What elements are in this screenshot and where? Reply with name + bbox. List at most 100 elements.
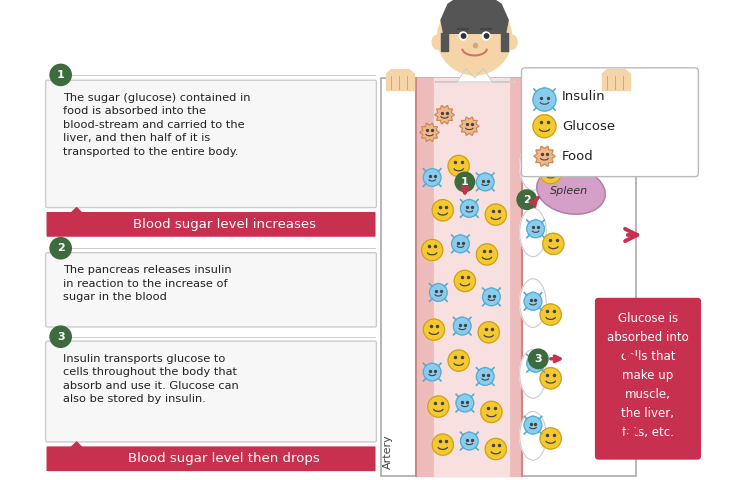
FancyBboxPatch shape xyxy=(522,68,699,177)
Polygon shape xyxy=(455,234,466,241)
FancyArrow shape xyxy=(68,442,86,467)
Ellipse shape xyxy=(520,411,546,460)
Polygon shape xyxy=(602,74,630,90)
Circle shape xyxy=(456,394,474,412)
Text: The pancreas releases insulin
in reaction to the increase of
sugar in the blood: The pancreas releases insulin in reactio… xyxy=(63,265,232,302)
Circle shape xyxy=(542,233,564,254)
Circle shape xyxy=(478,322,499,343)
Ellipse shape xyxy=(537,168,605,214)
Circle shape xyxy=(524,416,542,434)
FancyArrow shape xyxy=(68,207,86,232)
Polygon shape xyxy=(457,316,467,324)
Circle shape xyxy=(437,0,512,75)
Circle shape xyxy=(461,432,478,450)
Polygon shape xyxy=(427,168,437,175)
Ellipse shape xyxy=(432,35,443,49)
FancyBboxPatch shape xyxy=(47,212,376,237)
Polygon shape xyxy=(416,78,522,476)
Circle shape xyxy=(452,235,469,252)
Text: 2: 2 xyxy=(523,194,530,204)
Circle shape xyxy=(485,438,507,460)
Circle shape xyxy=(455,270,475,292)
Circle shape xyxy=(528,349,548,369)
Circle shape xyxy=(455,172,475,192)
Polygon shape xyxy=(538,87,551,96)
Circle shape xyxy=(50,326,71,348)
Text: Insulin transports glucose to
cells throughout the body that
absorb and use it. : Insulin transports glucose to cells thro… xyxy=(63,353,239,404)
Text: 1: 1 xyxy=(461,177,469,187)
Polygon shape xyxy=(527,292,539,299)
Ellipse shape xyxy=(520,349,546,398)
Text: Glucose is
absorbed into
cells that
make up
muscle,
the liver,
fats, etc.: Glucose is absorbed into cells that make… xyxy=(607,312,689,439)
Polygon shape xyxy=(441,0,508,33)
Circle shape xyxy=(423,363,441,381)
Polygon shape xyxy=(433,283,443,290)
Circle shape xyxy=(524,151,542,168)
Text: Artery: Artery xyxy=(383,434,393,468)
Circle shape xyxy=(483,288,500,306)
Circle shape xyxy=(459,32,467,40)
Polygon shape xyxy=(464,432,475,438)
Polygon shape xyxy=(527,415,539,422)
Text: 3: 3 xyxy=(534,354,542,364)
Text: 3: 3 xyxy=(57,332,65,342)
Polygon shape xyxy=(486,287,497,294)
Circle shape xyxy=(481,401,502,422)
FancyBboxPatch shape xyxy=(45,341,376,442)
Polygon shape xyxy=(501,33,508,51)
Polygon shape xyxy=(434,78,509,476)
Polygon shape xyxy=(427,362,437,370)
Circle shape xyxy=(524,292,542,310)
FancyBboxPatch shape xyxy=(595,298,701,460)
Circle shape xyxy=(476,173,494,191)
Ellipse shape xyxy=(507,35,517,49)
FancyBboxPatch shape xyxy=(47,446,376,471)
Polygon shape xyxy=(464,199,475,206)
Ellipse shape xyxy=(520,208,546,257)
Circle shape xyxy=(540,428,561,449)
Polygon shape xyxy=(527,150,539,157)
Circle shape xyxy=(50,64,71,85)
Text: Insulin: Insulin xyxy=(562,90,606,103)
Circle shape xyxy=(482,32,490,40)
Circle shape xyxy=(423,168,441,186)
Circle shape xyxy=(533,88,556,111)
Polygon shape xyxy=(602,70,630,74)
Polygon shape xyxy=(480,367,490,374)
Circle shape xyxy=(484,34,489,38)
Polygon shape xyxy=(434,69,514,82)
Circle shape xyxy=(485,204,507,225)
Circle shape xyxy=(476,368,494,385)
Polygon shape xyxy=(460,393,470,400)
Circle shape xyxy=(533,115,556,138)
Text: Spleen: Spleen xyxy=(550,186,589,196)
Circle shape xyxy=(461,34,466,38)
Circle shape xyxy=(448,350,469,371)
FancyBboxPatch shape xyxy=(45,252,376,327)
Text: Blood sugar level then drops: Blood sugar level then drops xyxy=(129,452,320,465)
Text: 1: 1 xyxy=(57,70,65,80)
Polygon shape xyxy=(534,146,555,167)
Ellipse shape xyxy=(520,142,546,191)
Text: The sugar (glucose) contained in
food is absorbed into the
blood-stream and carr: The sugar (glucose) contained in food is… xyxy=(63,93,251,157)
Circle shape xyxy=(527,220,545,238)
Circle shape xyxy=(476,244,498,265)
Text: Blood sugar level increases: Blood sugar level increases xyxy=(132,218,315,231)
Circle shape xyxy=(540,304,561,325)
Circle shape xyxy=(540,162,561,184)
Circle shape xyxy=(50,238,71,259)
Circle shape xyxy=(423,319,444,340)
Text: Glucose: Glucose xyxy=(562,120,615,132)
Polygon shape xyxy=(386,74,414,90)
Circle shape xyxy=(432,200,453,221)
Circle shape xyxy=(527,354,545,372)
FancyBboxPatch shape xyxy=(45,80,376,207)
Circle shape xyxy=(517,190,536,209)
Circle shape xyxy=(453,317,471,335)
Polygon shape xyxy=(530,353,541,360)
Ellipse shape xyxy=(520,279,546,327)
Polygon shape xyxy=(386,70,414,74)
Polygon shape xyxy=(460,117,479,135)
Text: Food: Food xyxy=(562,150,594,163)
Circle shape xyxy=(429,284,447,301)
